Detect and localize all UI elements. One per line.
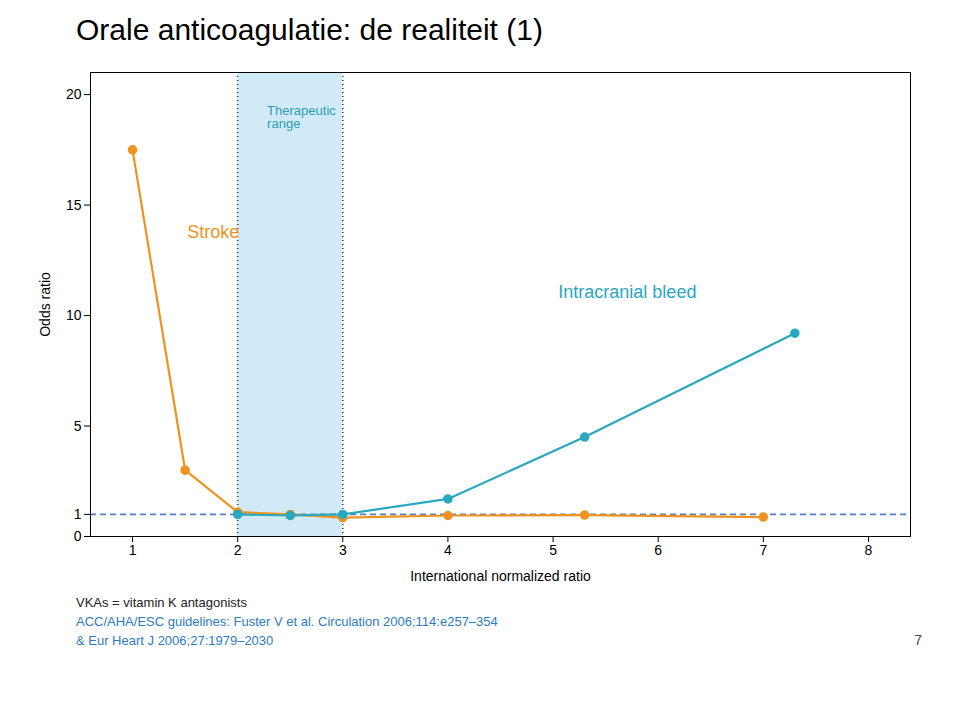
svg-text:Intracranial bleed: Intracranial bleed [558, 282, 696, 302]
svg-text:15: 15 [66, 197, 82, 213]
svg-text:3: 3 [339, 542, 347, 558]
html-text:& Eur Heart J 2006;27:1979–203: & Eur Heart J 2006;27:1979–2030 [76, 632, 274, 648]
svg-text:7: 7 [759, 542, 767, 558]
svg-text:0: 0 [74, 528, 82, 544]
svg-text:Stroke: Stroke [187, 222, 239, 242]
svg-text:1: 1 [129, 542, 137, 558]
svg-text:International normalized ratio: International normalized ratio [410, 568, 591, 584]
svg-text:2: 2 [234, 542, 242, 558]
svg-text:8: 8 [865, 542, 873, 558]
html-text:7: 7 [914, 632, 922, 649]
svg-text:6: 6 [654, 542, 662, 558]
html-text:Orale anticoagulatie: de reali: Orale anticoagulatie: de realiteit (1) [76, 13, 543, 46]
svg-text:1: 1 [74, 506, 82, 522]
svg-text:20: 20 [66, 86, 82, 102]
svg-text:5: 5 [549, 542, 557, 558]
html-text:ACC/AHA/ESC guidelines: Fuster: ACC/AHA/ESC guidelines: Fuster V et al. … [76, 613, 498, 629]
svg-text:10: 10 [66, 307, 82, 323]
svg-text:5: 5 [74, 418, 82, 434]
html-text:VKAs = vitamin K antagonists: VKAs = vitamin K antagonists [76, 595, 247, 610]
svg-text:Odds ratio: Odds ratio [37, 272, 53, 337]
svg-text:Therapeuticrange: Therapeuticrange [267, 103, 336, 131]
svg-text:4: 4 [444, 542, 452, 558]
